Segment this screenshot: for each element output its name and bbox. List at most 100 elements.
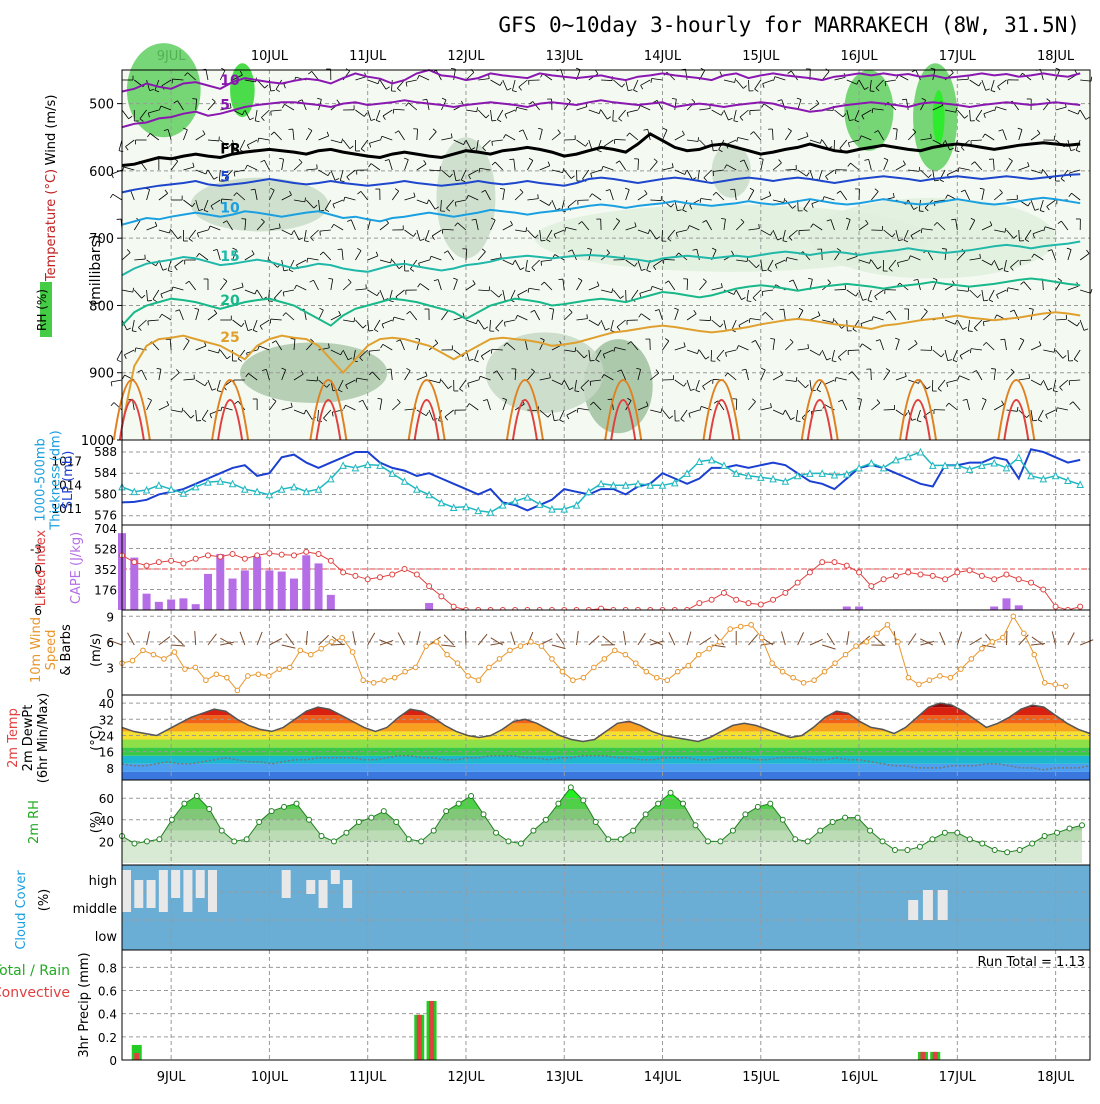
rh-marker <box>182 801 187 806</box>
li-marker <box>439 594 444 599</box>
wind-speed-marker <box>644 669 649 674</box>
cape-bar <box>425 603 433 610</box>
rh-marker <box>805 839 810 844</box>
wind-speed-marker <box>267 674 272 679</box>
li-marker <box>979 573 984 578</box>
rh-marker <box>868 828 873 833</box>
y-tick-label: 600 <box>89 165 114 180</box>
rh-marker <box>855 815 860 820</box>
chart-title: GFS 0~10day 3-hourly for MARRAKECH (8W, … <box>498 13 1080 37</box>
wind-speed-marker <box>539 644 544 649</box>
cloud-block <box>208 870 217 912</box>
rh-marker <box>469 794 474 799</box>
rh-marker <box>643 812 648 817</box>
y-tick-label: 6 <box>106 636 114 650</box>
rh-marker <box>269 809 274 814</box>
li-marker <box>795 580 800 585</box>
rh-marker <box>818 828 823 833</box>
rh-marker <box>1080 823 1085 828</box>
wind-speed-marker <box>581 675 586 680</box>
y-tick-label: 8 <box>106 762 114 776</box>
li-marker <box>341 570 346 575</box>
y-tick-label: 580 <box>94 487 117 501</box>
wind-speed-marker <box>854 644 859 649</box>
wind-barb-flag <box>451 68 455 69</box>
axis-title-line: Lifted Index <box>34 529 49 606</box>
li-marker <box>783 590 788 595</box>
li-marker <box>427 584 432 589</box>
isotherm-label: 15 <box>220 249 239 265</box>
wind-barb-flag <box>893 129 897 130</box>
cloud-block <box>319 880 328 908</box>
rh-marker <box>1030 841 1035 846</box>
axis-title: (millibars) <box>88 235 104 306</box>
axis-title: Cloud Cover <box>14 870 29 950</box>
wind-speed-marker <box>508 648 513 653</box>
li-marker <box>402 567 407 572</box>
rh-marker <box>593 819 598 824</box>
rh-marker <box>494 830 499 835</box>
li-marker <box>918 572 923 577</box>
axis-title-line: (°C) <box>89 725 104 751</box>
date-label-bottom: 14JUL <box>644 1070 682 1085</box>
temp-band <box>122 772 1090 780</box>
wind-speed-marker <box>193 665 198 670</box>
rh-marker <box>518 841 523 846</box>
wind-speed-marker <box>812 678 817 683</box>
date-label-bottom: 11JUL <box>349 1070 387 1085</box>
wind-speed-marker <box>287 665 292 670</box>
rh-marker <box>780 817 785 822</box>
axis-title-line: 10m Wind <box>29 617 44 683</box>
wind-speed-marker <box>885 622 890 627</box>
wind-speed-marker <box>675 669 680 674</box>
rh-marker <box>543 817 548 822</box>
wind-speed-marker <box>686 663 691 668</box>
li-marker <box>1029 580 1034 585</box>
precip-convective-bar <box>933 1052 938 1060</box>
axis-title-line: SLP (mb) <box>61 451 76 510</box>
axis-title: 3hr Precip (mm) <box>77 952 92 1057</box>
wind-speed-marker <box>1063 684 1068 689</box>
li-marker <box>316 551 321 556</box>
wind-speed-marker <box>529 640 534 645</box>
wind-speed-marker <box>151 652 156 657</box>
cape-bar <box>327 595 335 610</box>
cape-bar <box>315 563 323 610</box>
date-label-top: 13JUL <box>546 49 584 64</box>
date-label-top: 17JUL <box>939 49 977 64</box>
wind-speed-marker <box>759 635 764 640</box>
wind-barb-flag <box>590 381 591 385</box>
date-label-bottom: 16JUL <box>840 1070 878 1085</box>
rh-marker <box>506 839 511 844</box>
y-tick-label: 352 <box>94 563 117 577</box>
date-label-top: 15JUL <box>742 49 780 64</box>
rh-marker <box>169 817 174 822</box>
li-marker <box>758 602 763 607</box>
axis-title: (%) <box>37 889 52 912</box>
wind-speed-marker <box>602 657 607 662</box>
cape-bar <box>253 556 261 610</box>
wind-speed-marker <box>560 669 565 674</box>
cloud-row-label: middle <box>73 902 117 917</box>
wind-speed-marker <box>382 678 387 683</box>
wind-speed-marker <box>413 665 418 670</box>
wind-speed-marker <box>791 675 796 680</box>
cape-bar <box>302 555 310 610</box>
cape-bar <box>1015 605 1023 610</box>
precip-convective-bar <box>920 1052 925 1060</box>
rh-marker <box>705 839 710 844</box>
cloud-block <box>923 890 933 920</box>
wind-speed-marker <box>959 667 964 672</box>
rh-marker <box>618 837 623 842</box>
wind-speed-marker <box>780 669 785 674</box>
precip-convective-bar <box>429 1001 434 1060</box>
isotherm-label: 25 <box>220 330 239 346</box>
rh-marker <box>843 815 848 820</box>
rh-marker <box>942 830 947 835</box>
wind-barb-flag <box>968 287 969 291</box>
wind-barb-flag <box>559 279 563 280</box>
temp-band <box>122 756 1090 764</box>
wind-speed-marker <box>843 652 848 657</box>
